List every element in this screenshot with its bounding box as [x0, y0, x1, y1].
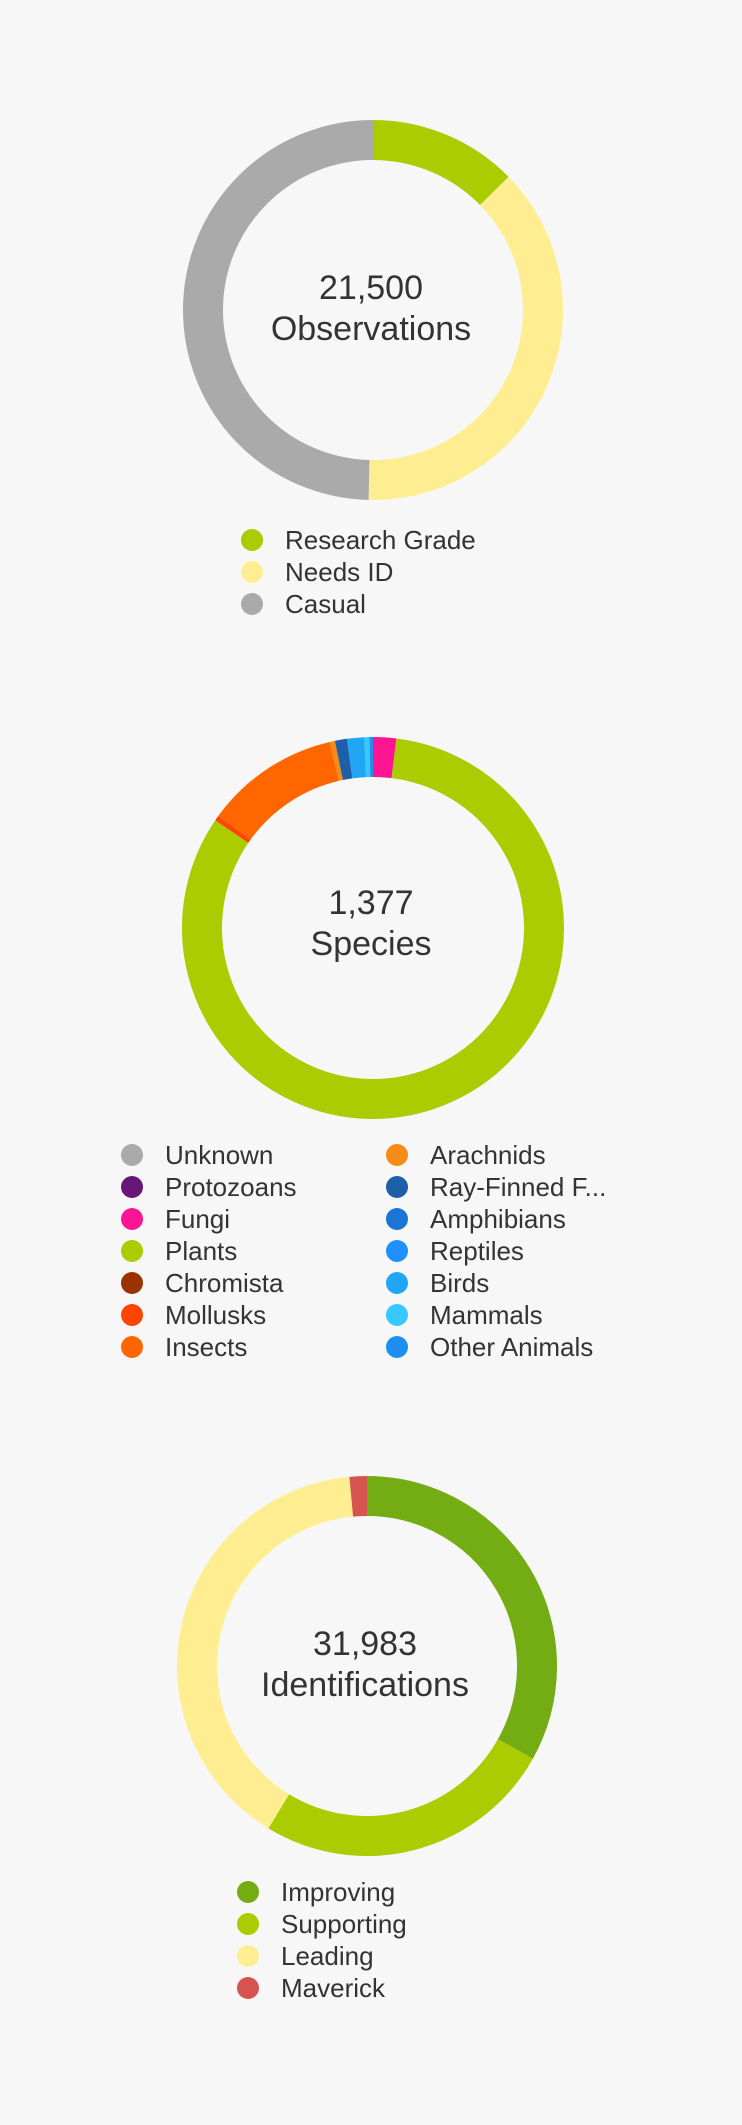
- legend-dot: [121, 1176, 143, 1198]
- legend-dot: [237, 1945, 259, 1967]
- identifications-label: Identifications: [261, 1666, 469, 1704]
- legend-item-reptiles[interactable]: Reptiles: [386, 1235, 621, 1267]
- legend-item-ray-finned-f[interactable]: Ray-Finned F...: [386, 1171, 621, 1203]
- identifications-donut: [177, 1476, 557, 1856]
- species-chart: 1,377 Species Unknown Protozoans Fungi Plan…: [0, 640, 742, 1380]
- legend-dot: [386, 1144, 408, 1166]
- slice-improving[interactable]: [366, 1476, 557, 1759]
- legend-dot: [237, 1913, 259, 1935]
- slice-maverick[interactable]: [349, 1476, 368, 1517]
- legend-label: Fungi: [165, 1204, 231, 1234]
- legend-item-maverick[interactable]: Maverick: [237, 1972, 407, 2004]
- legend-label: Other Animals: [430, 1332, 594, 1362]
- species-label: Species: [310, 925, 432, 963]
- legend-dot: [121, 1144, 143, 1166]
- legend-label: Arachnids: [430, 1140, 546, 1170]
- identifications-legend: Improving Supporting Leading Maverick: [237, 1876, 407, 2004]
- legend-dot: [121, 1208, 143, 1230]
- legend-label: Research Grade: [285, 525, 476, 555]
- legend-label: Supporting: [281, 1909, 407, 1939]
- slice-plants[interactable]: [182, 738, 564, 1119]
- legend-label: Needs ID: [285, 557, 394, 587]
- legend-item-mammals[interactable]: Mammals: [386, 1299, 621, 1331]
- legend-label: Chromista: [165, 1268, 284, 1298]
- slice-arachnids[interactable]: [329, 740, 343, 781]
- observations-count: 21,500: [319, 269, 423, 307]
- slice-casual[interactable]: [183, 120, 374, 500]
- legend-dot: [386, 1208, 408, 1230]
- slice-ray-finned-f[interactable]: [334, 738, 353, 781]
- legend-dot: [237, 1881, 259, 1903]
- legend-label: Ray-Finned F...: [430, 1172, 607, 1202]
- legend-item-supporting[interactable]: Supporting: [237, 1908, 407, 1940]
- legend-label: Protozoans: [165, 1172, 297, 1202]
- legend-dot: [121, 1336, 143, 1358]
- legend-item-casual[interactable]: Casual: [241, 588, 476, 620]
- legend-dot: [386, 1336, 408, 1358]
- legend-label: Birds: [430, 1268, 490, 1298]
- observations-label: Observations: [270, 310, 472, 348]
- legend-dot: [386, 1304, 408, 1326]
- legend-item-leading[interactable]: Leading: [237, 1940, 407, 1972]
- legend-label: Mollusks: [165, 1300, 267, 1330]
- legend-item-unknown[interactable]: Unknown: [121, 1139, 356, 1171]
- legend-dot: [386, 1272, 408, 1294]
- identifications-total: 31,983 Identifications: [0, 1624, 736, 1706]
- legend-item-research-grade[interactable]: Research Grade: [241, 524, 476, 556]
- legend-label: Amphibians: [430, 1204, 566, 1234]
- legend-item-birds[interactable]: Birds: [386, 1267, 621, 1299]
- species-donut: [182, 736, 564, 1119]
- legend-dot: [121, 1304, 143, 1326]
- legend-label: Mammals: [430, 1300, 543, 1330]
- legend-item-chromista[interactable]: Chromista: [121, 1267, 356, 1299]
- legend-label: Leading: [281, 1941, 374, 1971]
- legend-item-other-animals[interactable]: Other Animals: [386, 1331, 621, 1363]
- legend-item-plants[interactable]: Plants: [121, 1235, 356, 1267]
- legend-dot: [241, 529, 263, 551]
- legend-dot: [241, 561, 263, 583]
- legend-dot: [121, 1272, 143, 1294]
- legend-label: Improving: [281, 1877, 396, 1907]
- slice-needs-id[interactable]: [368, 176, 563, 500]
- species-total: 1,377 Species: [0, 883, 742, 965]
- slice-supporting[interactable]: [268, 1738, 533, 1856]
- legend-item-amphibians[interactable]: Amphibians: [386, 1203, 621, 1235]
- legend-item-insects[interactable]: Insects: [121, 1331, 356, 1363]
- slice-insects[interactable]: [218, 741, 340, 840]
- legend-label: Maverick: [281, 1973, 386, 2003]
- identifications-count: 31,983: [313, 1625, 417, 1663]
- observations-chart: 21,500 Observations Research Grade Needs …: [0, 0, 742, 640]
- legend-label: Reptiles: [430, 1236, 524, 1266]
- slice-fungi[interactable]: [372, 737, 397, 779]
- legend-item-fungi[interactable]: Fungi: [121, 1203, 356, 1235]
- legend-item-improving[interactable]: Improving: [237, 1876, 407, 1908]
- legend-item-protozoans[interactable]: Protozoans: [121, 1171, 356, 1203]
- legend-label: Casual: [285, 589, 366, 619]
- legend-item-arachnids[interactable]: Arachnids: [386, 1139, 621, 1171]
- slice-leading[interactable]: [177, 1476, 354, 1829]
- observations-donut: [183, 120, 563, 500]
- legend-dot: [237, 1977, 259, 1999]
- slice-research-grade[interactable]: [372, 120, 509, 206]
- legend-item-needs-id[interactable]: Needs ID: [241, 556, 476, 588]
- slice-birds[interactable]: [346, 737, 367, 779]
- identifications-chart: 31,983 Identifications Improving Supporti…: [0, 1380, 742, 2125]
- slice-mollusks[interactable]: [215, 816, 251, 843]
- species-count: 1,377: [328, 884, 414, 922]
- legend-dot: [121, 1240, 143, 1262]
- species-legend: Unknown Protozoans Fungi Plants Chromista Mol…: [121, 1139, 621, 1363]
- observations-legend: Research Grade Needs ID Casual: [241, 524, 476, 620]
- legend-dot: [386, 1240, 408, 1262]
- legend-item-mollusks[interactable]: Mollusks: [121, 1299, 356, 1331]
- legend-label: Insects: [165, 1332, 248, 1362]
- legend-dot: [241, 593, 263, 615]
- legend-label: Unknown: [165, 1140, 274, 1170]
- legend-dot: [386, 1176, 408, 1198]
- legend-label: Plants: [165, 1236, 238, 1266]
- observations-total: 21,500 Observations: [0, 268, 742, 350]
